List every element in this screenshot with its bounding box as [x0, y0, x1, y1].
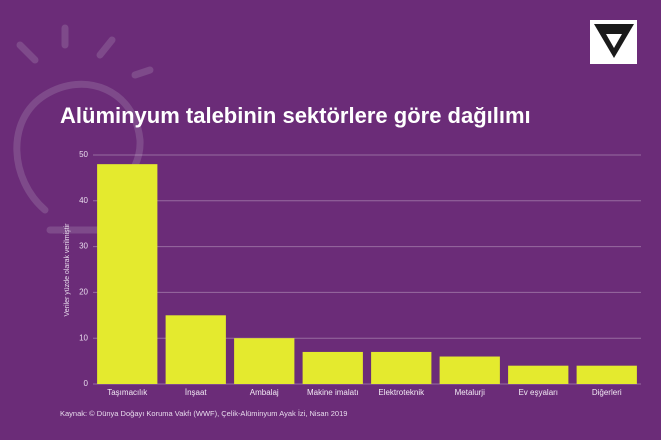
x-tick-label: Metalurji [455, 388, 485, 397]
x-tick-label: Diğerleri [592, 388, 622, 397]
bar [302, 351, 363, 384]
x-tick-label: Taşımacılık [107, 388, 148, 397]
y-tick-label: 40 [79, 196, 88, 205]
y-tick-label: 10 [79, 333, 88, 342]
bar [371, 351, 432, 384]
x-tick-label: Ambalaj [250, 388, 279, 397]
bar [576, 365, 637, 384]
y-tick-label: 20 [79, 288, 88, 297]
x-tick-label: Elektroteknik [378, 388, 425, 397]
bar [508, 365, 569, 384]
y-tick-label: 0 [84, 379, 89, 388]
y-axis-label: Veriler yüzde olarak verilmiştir [64, 223, 71, 317]
x-tick-label: İnşaat [185, 388, 208, 397]
chart-title: Alüminyum talebinin sektörlere göre dağı… [60, 103, 531, 128]
source: Kaynak: © Dünya Doğayı Koruma Vakfı (WWF… [60, 409, 347, 418]
bar [439, 356, 500, 384]
bar [97, 164, 158, 384]
bar [165, 315, 226, 384]
x-tick-label: Makine imalatı [307, 388, 359, 397]
y-tick-label: 30 [79, 242, 88, 251]
logo [590, 20, 637, 64]
bar [234, 338, 295, 384]
y-tick-label: 50 [79, 150, 88, 159]
x-tick-label: Ev eşyaları [518, 388, 558, 397]
